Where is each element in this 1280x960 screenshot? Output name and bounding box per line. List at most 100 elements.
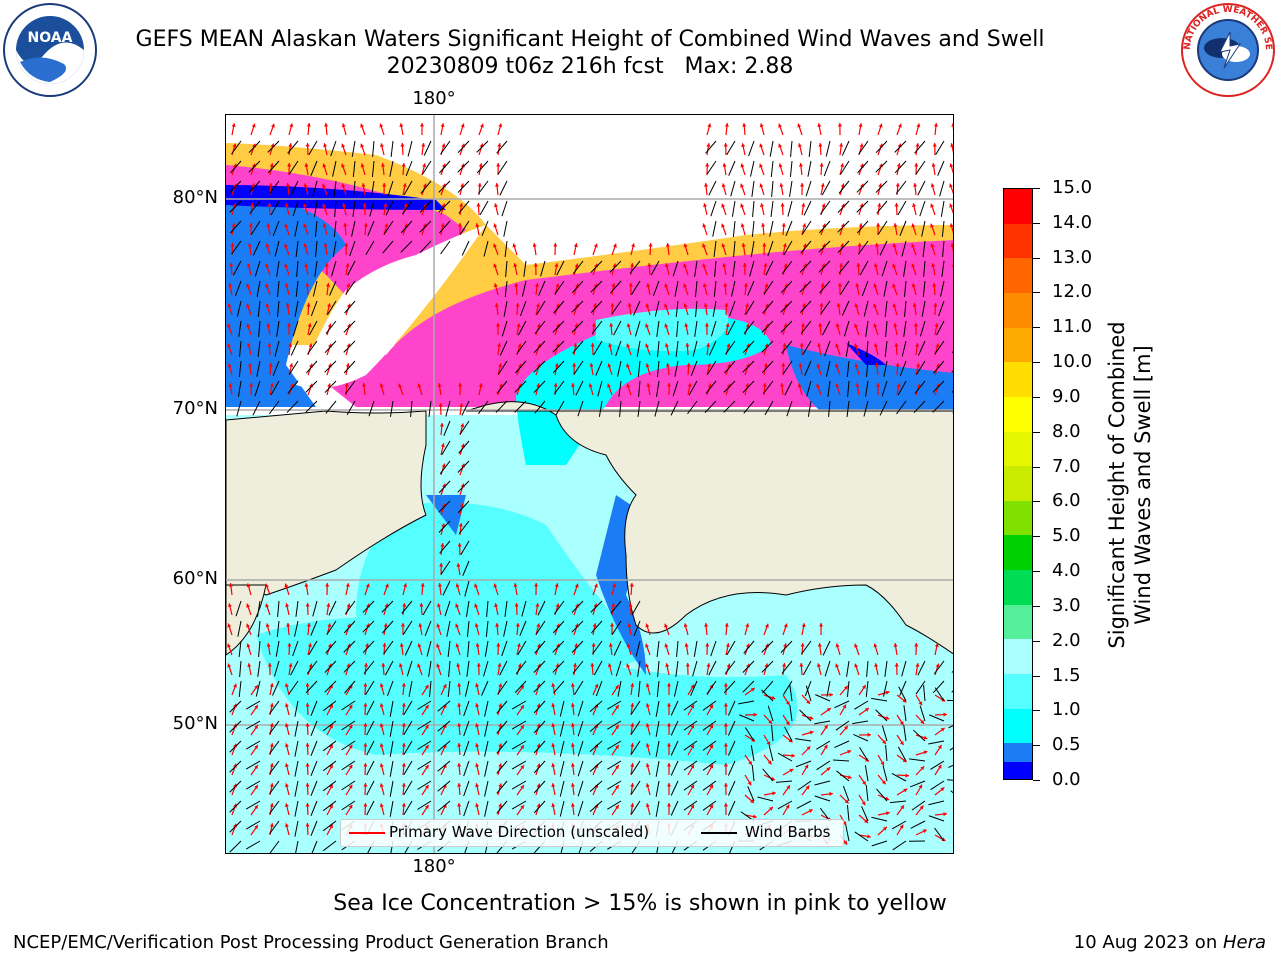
wind-barb: [344, 680, 356, 694]
wind-barb: [420, 180, 432, 194]
colorbar-tick-mark: [1033, 362, 1040, 364]
wave-arrow-head: [361, 183, 366, 187]
wind-barb: [417, 740, 432, 750]
wind-barb: [352, 200, 356, 217]
wind-barb: [515, 360, 527, 374]
wind-barb: [495, 400, 508, 413]
wind-barb: [879, 240, 888, 256]
wind-barb: [843, 320, 850, 337]
wave-arrow-head: [325, 583, 330, 587]
wind-barb: [842, 785, 850, 802]
wind-barb: [702, 800, 717, 811]
wind-barb: [577, 740, 584, 757]
wind-barb: [863, 400, 869, 417]
wind-barb: [800, 240, 812, 254]
wave-arrow-head: [706, 663, 711, 667]
wave-arrow-head: [398, 383, 403, 388]
wave-arrow-head: [808, 809, 813, 813]
wind-barb: [322, 840, 337, 852]
wind-barb: [675, 340, 679, 357]
wave-arrow-head: [307, 323, 312, 327]
wind-barb: [248, 160, 261, 173]
wave-arrow-head: [460, 423, 465, 428]
wave-arrow-head: [723, 143, 728, 147]
wind-barb: [478, 400, 489, 415]
wave-arrow-head: [894, 663, 899, 667]
wind-barb: [733, 240, 736, 257]
wind-barb: [838, 260, 850, 274]
wave-arrow-head: [327, 623, 332, 628]
wind-barb: [713, 240, 717, 257]
colorbar-tick-label: 2.0: [1052, 629, 1081, 651]
wind-barb: [674, 280, 679, 297]
wind-barb: [780, 300, 793, 313]
wave-arrow-head: [246, 303, 251, 308]
wave-arrow-head: [916, 363, 921, 368]
wave-arrow-head: [940, 727, 945, 732]
wind-barb: [417, 720, 432, 730]
wind-barb: [598, 400, 603, 417]
wind-barb: [856, 220, 869, 234]
wave-arrow-head: [937, 764, 942, 769]
wave-arrow-head: [363, 703, 368, 707]
wind-barb: [613, 320, 622, 336]
wave-arrow-head: [950, 143, 953, 148]
wave-arrow-head: [867, 834, 871, 839]
wave-arrow-head: [843, 685, 848, 690]
wave-arrow-head: [457, 683, 462, 687]
wind-barb: [638, 380, 641, 397]
wave-arrow-head: [685, 663, 690, 667]
wave-arrow-head: [592, 303, 597, 308]
wind-barb: [440, 560, 451, 575]
wind-barb: [533, 360, 546, 373]
wave-arrow-head: [458, 383, 463, 387]
wave-arrow-head: [931, 163, 936, 167]
wind-barb: [858, 140, 869, 155]
wind-barb: [269, 700, 280, 715]
wind-barb: [404, 640, 413, 656]
wave-arrow-head: [723, 743, 728, 747]
wave-arrow-head: [254, 745, 258, 750]
wind-barb: [683, 780, 698, 791]
colorbar-tick-mark: [1033, 675, 1040, 677]
wave-arrow-head: [475, 643, 480, 647]
wave-arrow-head: [254, 805, 258, 810]
wind-barb: [656, 640, 660, 657]
wave-arrow-head: [835, 663, 840, 668]
wave-arrow-head: [855, 283, 860, 287]
wave-arrow-head: [778, 143, 783, 148]
wave-arrow-head: [816, 663, 821, 668]
wave-arrow-head: [594, 683, 599, 688]
wind-barb: [503, 220, 508, 237]
wind-barb: [789, 160, 793, 177]
wave-arrow-head: [819, 303, 824, 307]
wind-barb: [400, 220, 413, 234]
wind-barb: [764, 400, 774, 416]
wind-barb: [796, 800, 812, 809]
wind-barb: [571, 280, 584, 294]
wind-barb: [630, 780, 641, 795]
wind-barb: [884, 340, 888, 357]
wave-arrow-head: [913, 323, 918, 327]
wind-barb: [871, 840, 888, 847]
wind-barb: [795, 760, 812, 768]
wave-arrow-head: [740, 163, 745, 168]
wind-barb: [272, 680, 280, 696]
wind-barb: [343, 320, 356, 333]
wind-barb: [311, 840, 318, 853]
wind-barb: [366, 740, 375, 756]
wave-arrow-head: [329, 724, 333, 729]
wave-arrow-head: [931, 263, 936, 268]
wind-barb: [948, 725, 953, 729]
wind-barb: [903, 280, 907, 297]
wave-arrow-head: [725, 323, 730, 327]
wave-arrow-head: [441, 463, 446, 468]
wave-arrow-head: [322, 223, 327, 228]
wave-arrow-head: [498, 363, 503, 368]
wind-barb: [462, 560, 470, 576]
wind-barb: [497, 160, 508, 175]
wind-barb: [909, 758, 926, 762]
wind-barb: [310, 300, 318, 317]
wind-barb: [552, 340, 565, 353]
wave-arrow-head: [399, 123, 404, 127]
